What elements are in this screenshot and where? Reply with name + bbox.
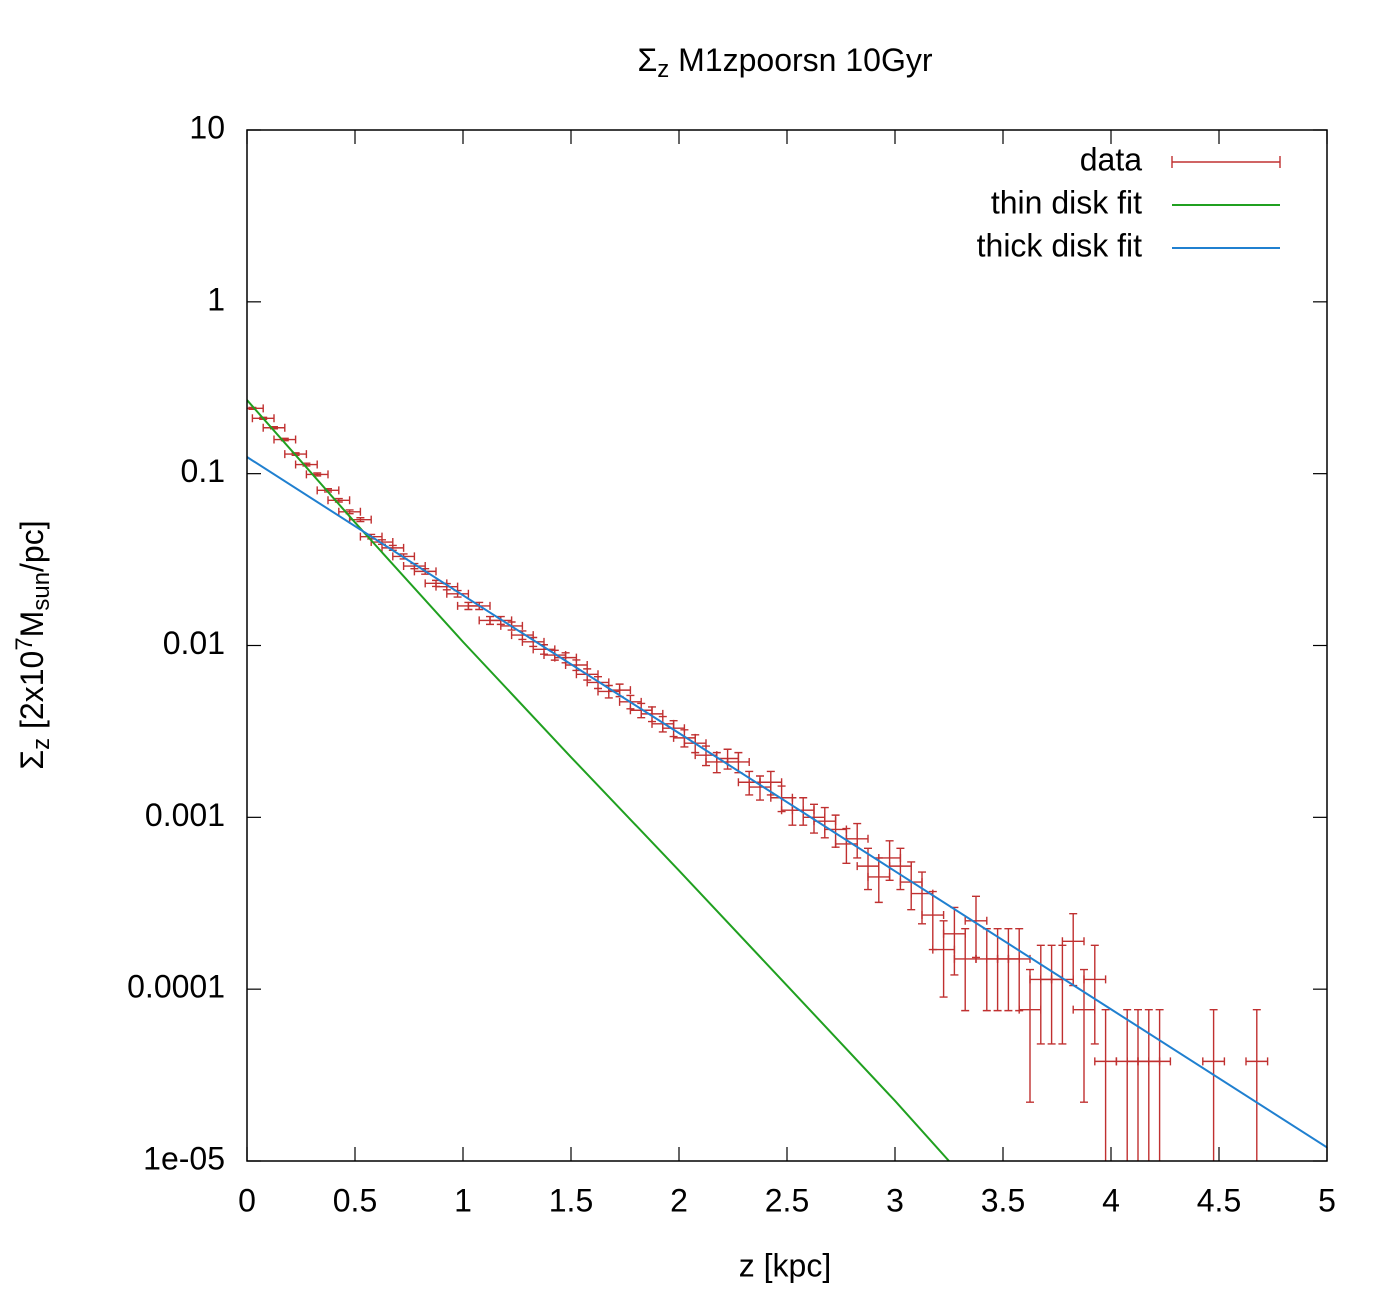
error-bar-y xyxy=(1090,944,1099,1045)
error-bar-x xyxy=(381,543,405,552)
y-label-text: M xyxy=(14,611,50,638)
error-bar-x xyxy=(446,589,470,598)
error-bar-x xyxy=(964,916,988,925)
error-bar-x xyxy=(435,582,459,591)
x-tick-label: 5 xyxy=(1318,1182,1336,1218)
x-tick-label: 1 xyxy=(454,1182,472,1218)
error-bar-y xyxy=(1252,1008,1261,1161)
error-bar-x xyxy=(1202,1057,1226,1066)
y-label-subscript: sun xyxy=(28,572,55,611)
error-bar-y xyxy=(1134,1008,1142,1161)
legend-label: data xyxy=(1080,141,1142,177)
error-bar-x xyxy=(262,423,286,432)
error-bar-y xyxy=(1209,1008,1218,1161)
error-bar-y xyxy=(1155,1008,1164,1161)
error-bar-x xyxy=(564,661,588,670)
x-axis-label: z [kpc] xyxy=(739,1247,831,1283)
y-label-symbol: Σ xyxy=(14,750,50,770)
error-bar-y xyxy=(1004,927,1013,1012)
error-bar-y xyxy=(961,927,970,1012)
x-tick-label: 2.5 xyxy=(765,1182,809,1218)
legend-label: thick disk fit xyxy=(977,227,1142,263)
y-tick-label: 0.01 xyxy=(163,625,225,661)
error-bar-x xyxy=(247,404,264,413)
error-bar-y xyxy=(907,861,916,911)
title-symbol: Σ xyxy=(638,42,658,78)
y-label-superscript: 7 xyxy=(11,637,38,650)
error-bar-x xyxy=(305,470,329,479)
x-tick-label: 4.5 xyxy=(1197,1182,1241,1218)
error-bar-y xyxy=(1069,912,1078,987)
error-bar-y xyxy=(1101,1008,1110,1161)
error-bar-y xyxy=(972,895,980,959)
error-bar-x xyxy=(921,911,945,920)
error-bar-x xyxy=(1083,975,1107,984)
error-bar-y xyxy=(993,927,1002,1012)
error-bar-x xyxy=(273,435,297,444)
plot-frame xyxy=(246,129,1328,1162)
error-bar-x xyxy=(338,507,362,516)
error-bar-y xyxy=(864,847,872,891)
error-bar-y xyxy=(1015,927,1024,1012)
x-tick-label: 4 xyxy=(1102,1182,1120,1218)
legend-swatch xyxy=(1171,156,1281,168)
y-tick-label: 1 xyxy=(207,281,225,317)
title-subscript: z xyxy=(657,56,669,83)
error-bar-y xyxy=(1026,968,1034,1103)
legend-label: thin disk fit xyxy=(991,184,1142,220)
error-bar-y xyxy=(1036,944,1045,1045)
error-bar-x xyxy=(1007,954,1031,963)
error-bar-y xyxy=(1144,1008,1153,1161)
y-label-subscript: z xyxy=(28,738,55,750)
y-label-text: /pc] xyxy=(14,520,50,572)
error-bar-x xyxy=(845,834,869,843)
ticks: 10 1 0.1 0.01 0.001 0.0001 1e-05 0 0.5 1 1.5 2 2.5 3 3… xyxy=(127,109,1336,1218)
y-tick-label: 1e-05 xyxy=(143,1140,225,1176)
x-tick-label: 1.5 xyxy=(549,1182,593,1218)
error-bar-x xyxy=(316,486,340,495)
error-bar-y xyxy=(842,827,851,865)
y-tick-label: 0.001 xyxy=(145,797,225,833)
chart-title: Σz M1zpoorsn 10Gyr xyxy=(638,42,933,82)
error-bar-y xyxy=(982,927,991,1012)
y-label-text: [2x10 xyxy=(14,651,50,738)
y-tick-label: 10 xyxy=(189,109,225,145)
error-bar-y xyxy=(928,890,937,951)
plot-area xyxy=(247,399,1327,1161)
error-bar-x xyxy=(1061,937,1085,946)
fit-line xyxy=(247,399,950,1161)
error-bar-y xyxy=(1123,1008,1132,1161)
x-tick-label: 0 xyxy=(238,1182,256,1218)
y-tick-label: 0.1 xyxy=(181,453,225,489)
error-bar-y xyxy=(853,822,862,859)
x-tick-label: 2 xyxy=(670,1182,688,1218)
error-bar-y xyxy=(874,857,883,904)
error-bar-x xyxy=(1148,1057,1172,1066)
error-bar-x xyxy=(294,460,318,469)
error-bar-x xyxy=(327,496,351,505)
error-bar-y xyxy=(885,840,894,882)
y-tick-label: 0.0001 xyxy=(127,969,225,1005)
error-bar-y xyxy=(1058,944,1067,1045)
title-text: M1zpoorsn 10Gyr xyxy=(669,42,933,78)
x-tick-label: 0.5 xyxy=(333,1182,377,1218)
x-tick-label: 3.5 xyxy=(981,1182,1025,1218)
error-bar-y xyxy=(950,906,959,976)
error-bar-x xyxy=(1245,1057,1269,1066)
fit-line xyxy=(247,456,1327,1149)
legend: data thin disk fit thick disk fit xyxy=(977,141,1281,263)
x-tick-label: 3 xyxy=(886,1182,904,1218)
y-axis-label: Σz [2x107Msun/pc] xyxy=(11,520,55,769)
error-bar-y xyxy=(1047,944,1056,1045)
